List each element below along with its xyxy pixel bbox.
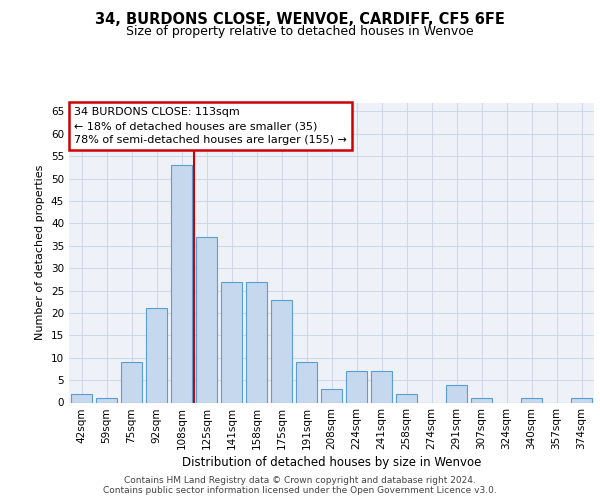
Text: 34 BURDONS CLOSE: 113sqm
← 18% of detached houses are smaller (35)
78% of semi-d: 34 BURDONS CLOSE: 113sqm ← 18% of detach… — [74, 107, 347, 145]
X-axis label: Distribution of detached houses by size in Wenvoe: Distribution of detached houses by size … — [182, 456, 481, 469]
Bar — [471, 398, 492, 402]
Bar — [196, 237, 217, 402]
Bar — [271, 300, 292, 403]
Bar — [321, 389, 342, 402]
Bar — [571, 398, 592, 402]
Bar — [146, 308, 167, 402]
Bar — [221, 282, 242, 403]
Text: Size of property relative to detached houses in Wenvoe: Size of property relative to detached ho… — [126, 25, 474, 38]
Bar — [71, 394, 92, 402]
Bar — [171, 165, 192, 402]
Bar — [396, 394, 417, 402]
Y-axis label: Number of detached properties: Number of detached properties — [35, 165, 46, 340]
Bar — [371, 371, 392, 402]
Bar — [521, 398, 542, 402]
Text: Contains HM Land Registry data © Crown copyright and database right 2024.
Contai: Contains HM Land Registry data © Crown c… — [103, 476, 497, 495]
Text: 34, BURDONS CLOSE, WENVOE, CARDIFF, CF5 6FE: 34, BURDONS CLOSE, WENVOE, CARDIFF, CF5 … — [95, 12, 505, 28]
Bar — [296, 362, 317, 403]
Bar — [246, 282, 267, 403]
Bar — [121, 362, 142, 403]
Bar — [446, 384, 467, 402]
Bar — [346, 371, 367, 402]
Bar — [96, 398, 117, 402]
